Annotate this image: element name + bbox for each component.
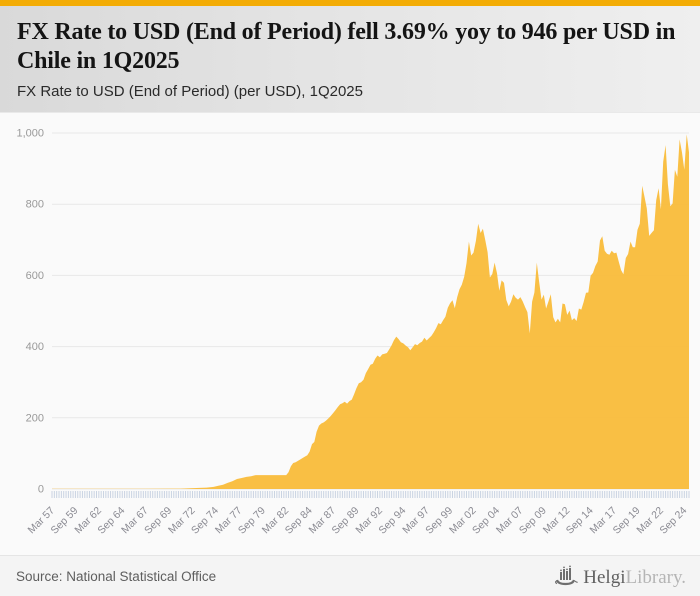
helgi-logo-icon <box>555 565 579 586</box>
y-axis-label: 600 <box>26 270 44 282</box>
helgi-logo-text-dark: Helgi <box>583 567 626 588</box>
fx-area-series <box>52 134 689 489</box>
page-header: FX Rate to USD (End of Period) fell 3.69… <box>0 6 700 113</box>
top-accent-bar <box>0 0 700 6</box>
helgi-logo-text: HelgiLibrary. <box>583 568 686 587</box>
y-axis-label: 400 <box>26 341 44 353</box>
chart-area: 0 200 400 600 800 1,000 Mar 57 Sep 59 Mar 62 Sep … <box>0 113 700 554</box>
helgi-logo: HelgiLibrary. <box>555 565 686 587</box>
y-axis-label: 0 <box>38 484 44 496</box>
chart-title: FX Rate to USD (End of Period) fell 3.69… <box>17 19 676 74</box>
y-axis-label: 1,000 <box>16 128 44 140</box>
source-text: Source: National Statistical Office <box>16 568 217 584</box>
footer-bar: Source: National Statistical Office Helg… <box>0 555 700 596</box>
y-axis-label: 800 <box>26 199 44 211</box>
y-axis-label: 200 <box>26 412 44 424</box>
chart-subtitle: FX Rate to USD (End of Period) (per USD)… <box>17 82 363 100</box>
helgi-logo-text-light: Library. <box>625 567 687 588</box>
